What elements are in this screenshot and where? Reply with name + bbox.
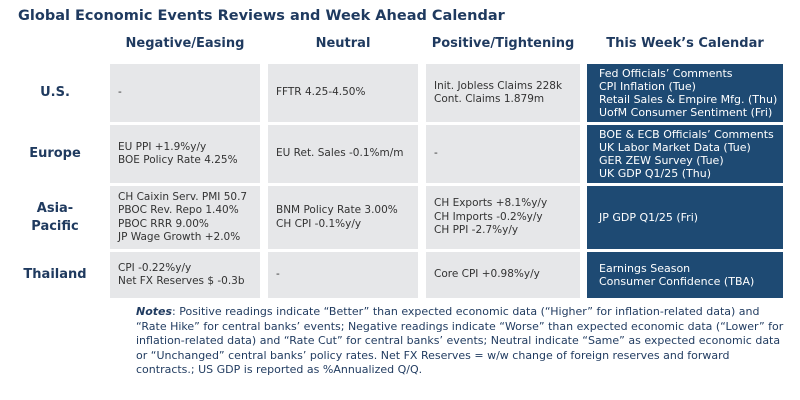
cell-negative: CPI -0.22%y/y Net FX Reserves $ -0.3b [110,252,260,298]
cell-line: CH PPI -2.7%y/y [434,224,519,237]
cell-line: UK Labor Market Data (Tue) [599,140,751,154]
cell-calendar: JP GDP Q1/25 (Fri) [587,186,783,249]
cell-line: UofM Consumer Sentiment (Fri) [599,106,773,120]
row-label-1: Europe [29,146,81,162]
cell-negative: - [110,64,260,122]
cell-calendar: Earnings Season Consumer Confidence (TBA) [587,252,783,298]
cell-negative: EU PPI +1.9%y/y BOE Policy Rate 4.25% [110,125,260,183]
cell-line: Consumer Confidence (TBA) [599,275,755,288]
cell-line: - [434,147,438,160]
cell-neutral: - [268,252,418,298]
column-header-neutral: Neutral [315,36,371,51]
row-label-line: Asia- [36,200,74,216]
cell-line: Fed Officials’ Comments [599,66,733,80]
cell-positive: Init. Jobless Claims 228k Cont. Claims 1.… [426,64,580,122]
notes-text: : Positive readings indicate “Better” th… [136,305,784,377]
cell-line: Core CPI +0.98%y/y [434,268,540,281]
cell-line: Earnings Season [599,261,691,275]
cell-line: CH Exports +8.1%y/y [434,197,548,210]
cell-negative: CH Caixin Serv. PMI 50.7 PBOC Rev. Repo 1… [110,186,260,249]
cell-line: BOE Policy Rate 4.25% [118,154,238,166]
cell-line: - [276,268,280,281]
cell-line: Cont. Claims 1.879m [434,93,545,105]
cell-line: Net FX Reserves $ -0.3b [118,275,245,287]
cell-line: JP Wage Growth +2.0% [118,230,241,243]
column-header-calendar: This Week’s Calendar [606,36,764,51]
cell-line: Retail Sales & Empire Mfg. (Thu) [599,93,778,106]
cell-line: FFTR 4.25-4.50% [276,86,366,99]
cell-positive: - [426,125,580,183]
cell-line: GER ZEW Survey (Tue) [599,154,724,167]
cell-line: Init. Jobless Claims 228k [434,79,563,92]
cell-line: PBOC Rev. Repo 1.40% [118,204,239,217]
cell-positive: CH Exports +8.1%y/y CH Imports -0.2%y/y CH… [426,186,580,249]
notes: Notes: Positive readings indicate “Bette… [136,305,784,378]
page-title: Global Economic Events Reviews and Week … [18,8,505,24]
cell-neutral: BNM Policy Rate 3.00% CH CPI -0.1%y/y [268,186,418,249]
cell-line: UK GDP Q1/25 (Thu) [599,167,711,181]
cell-line: CH CPI -0.1%y/y [276,217,362,230]
row-label-2: Asia- Pacific [10,186,100,249]
cell-calendar: Fed Officials’ Comments CPI Inflation (Tu… [587,64,783,122]
cell-line: EU PPI +1.9%y/y [118,140,207,153]
row-label-0: U.S. [40,85,70,101]
row-label-line: Pacific [31,218,79,234]
cell-line: BNM Policy Rate 3.00% [276,204,398,217]
cell-neutral: FFTR 4.25-4.50% [268,64,418,122]
cell-line: - [118,86,122,99]
cell-line: EU Ret. Sales -0.1%m/m [276,147,404,160]
cell-line: PBOC RRR 9.00% [118,217,209,230]
cell-line: CPI Inflation (Tue) [599,79,696,93]
cell-line: CPI -0.22%y/y [118,261,192,274]
cell-line: JP GDP Q1/25 (Fri) [599,210,699,224]
column-header-positive: Positive/Tightening [431,36,575,51]
cell-neutral: EU Ret. Sales -0.1%m/m [268,125,418,183]
cell-line: BOE & ECB Officials’ Comments [599,127,774,141]
notes-label: Notes [136,305,173,318]
cell-line: CH Caixin Serv. PMI 50.7 [118,190,248,203]
cell-calendar: BOE & ECB Officials’ Comments UK Labor Ma… [587,125,783,183]
cell-positive: Core CPI +0.98%y/y [426,252,580,298]
row-label-3: Thailand [23,267,87,283]
cell-line: CH Imports -0.2%y/y [434,210,543,223]
column-header-negative: Negative/Easing [125,36,245,51]
